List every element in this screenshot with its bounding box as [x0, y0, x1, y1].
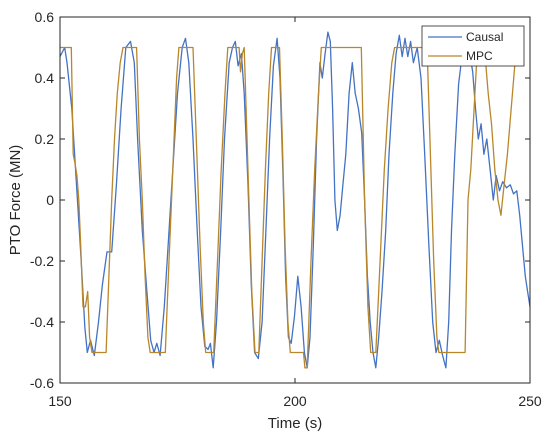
y-tick-label: 0 — [46, 192, 54, 208]
series-layer — [59, 31, 531, 369]
legend-label-mpc: MPC — [466, 49, 493, 63]
legend-label-causal: Causal — [466, 30, 503, 44]
y-tick-label: -0.6 — [30, 375, 54, 391]
x-axis-label: Time (s) — [268, 415, 322, 432]
y-tick-label: -0.4 — [30, 314, 54, 330]
series-line-mpc — [60, 46, 519, 369]
y-tick-label: -0.2 — [30, 253, 54, 269]
ticks-layer: 150 200 250 -0.6 -0.4 -0.2 0 0.2 0.4 0.6 — [30, 9, 542, 409]
y-tick-label: 0.6 — [35, 9, 55, 25]
series-line-causal — [59, 31, 531, 369]
legend-box — [421, 25, 525, 67]
y-tick-label: 0.2 — [35, 131, 55, 147]
x-tick-label: 200 — [283, 393, 307, 409]
x-tick-label: 250 — [518, 393, 542, 409]
y-tick-label: 0.4 — [35, 70, 55, 86]
legend: Causal MPC — [421, 25, 525, 67]
y-axis-label: PTO Force (MN) — [7, 145, 24, 256]
plot-area — [60, 17, 530, 383]
x-tick-label: 150 — [48, 393, 72, 409]
